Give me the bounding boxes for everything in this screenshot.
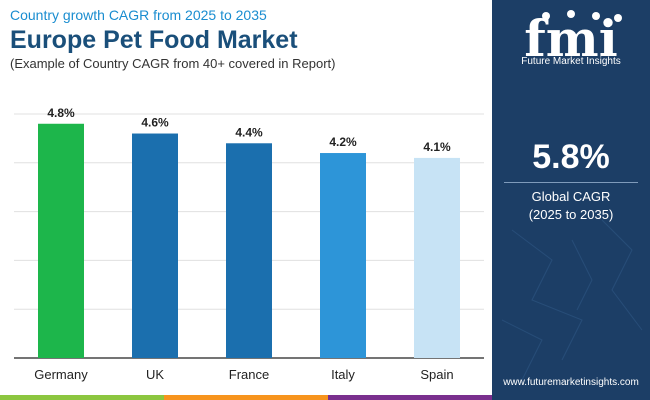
data-label: 4.8% [47,106,75,120]
chart-title: Europe Pet Food Market [10,26,298,54]
website-link[interactable]: www.futuremarketinsights.com [503,377,639,388]
cagr-divider [504,182,638,183]
chart-subtitle: (Example of Country CAGR from 40+ covere… [10,56,336,71]
tick-label: Spain [420,367,453,382]
bar-chart: 4.8% Germany 4.6% UK 4.4% France 4.2% Italy 4.1%… [14,106,484,382]
data-label: 4.2% [329,135,357,149]
tick-label: Germany [34,367,88,382]
sidebar-texture [501,219,643,381]
chart-header: Country growth CAGR from 2025 to 2035 Eu… [10,6,490,72]
color-strip [0,395,492,400]
bar-germany [38,123,84,358]
global-cagr-label: Global CAGR (2025 to 2035) [492,188,650,224]
chart-area: 4.8% Germany 4.6% UK 4.4% France 4.2% Italy 4.1%… [0,100,492,400]
tick-label: France [229,367,269,382]
bar-uk [132,133,178,358]
cagr-label-line2: (2025 to 2035) [528,207,614,222]
bar-spain [414,157,460,358]
logo-caption: Future Market Insights [521,56,621,67]
cagr-label-line1: Global CAGR [531,189,611,204]
sidebar-panel: fmi Future Market Insights 5.8% Global C… [492,0,650,400]
tick-label: UK [146,367,164,382]
bar-italy [320,153,366,358]
strip-orange [164,395,328,400]
data-label: 4.6% [141,116,169,130]
chart-kicker: Country growth CAGR from 2025 to 2035 [10,7,267,23]
global-cagr-value: 5.8% [532,138,610,176]
strip-purple [328,395,492,400]
data-label: 4.4% [235,125,263,139]
logo-text: fmi [524,9,617,68]
data-label: 4.1% [423,140,451,154]
strip-green [0,395,164,400]
bar-france [226,143,272,358]
tick-label: Italy [331,367,355,382]
fmi-logo-icon: fmi [524,9,622,68]
